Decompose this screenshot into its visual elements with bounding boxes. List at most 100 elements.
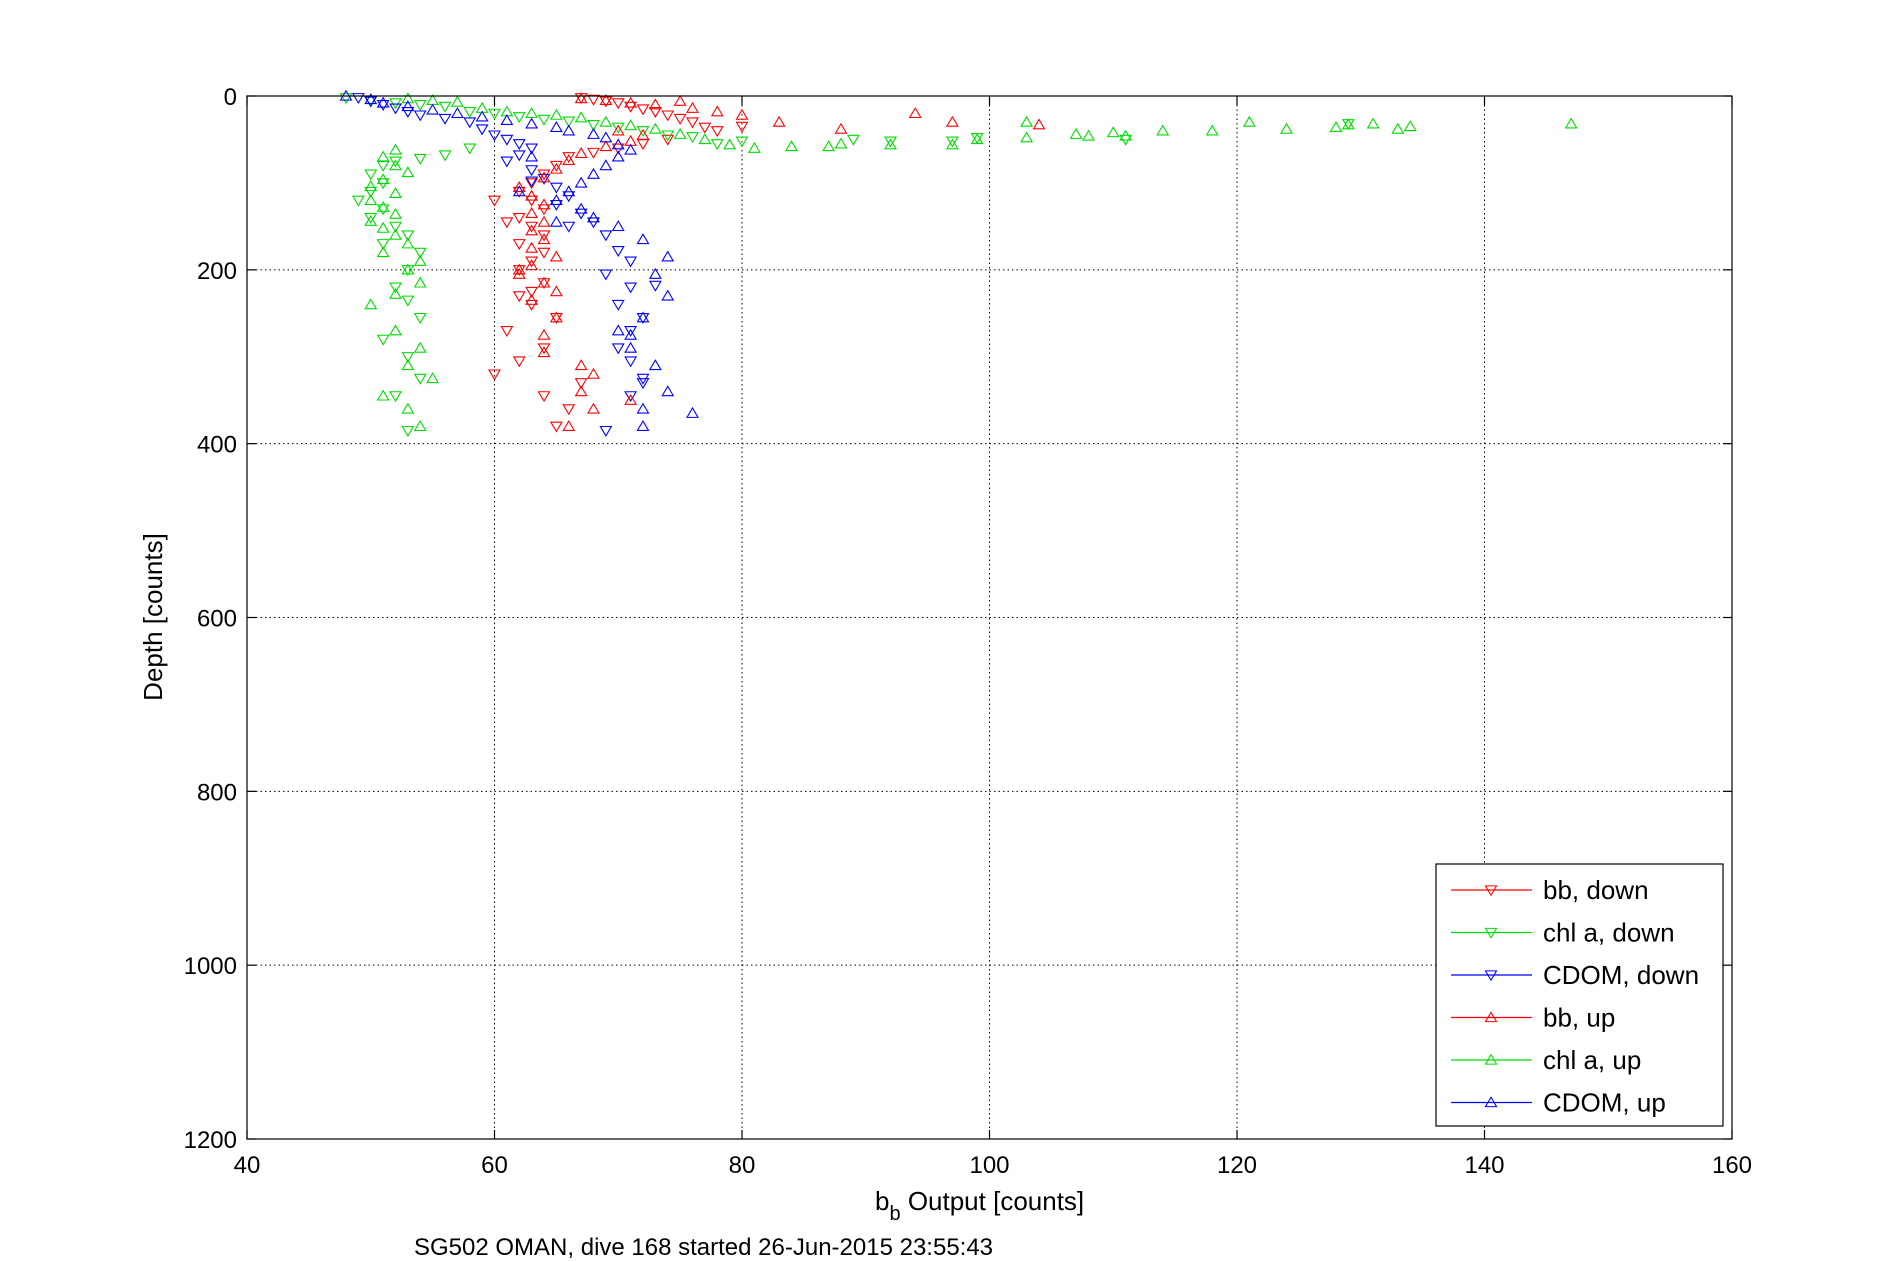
point-chl-a-up xyxy=(822,140,836,152)
x-axis-label: bb Output [counts] xyxy=(875,1186,1084,1225)
legend-box xyxy=(1435,863,1724,1127)
point-bb-up xyxy=(624,96,638,108)
point-chl-a-up xyxy=(723,138,737,150)
point-chl-a-down xyxy=(884,136,897,148)
x-tick-label: 160 xyxy=(1712,1152,1752,1179)
legend-label-bb-up: bb, up xyxy=(1543,1003,1615,1033)
point-chl-a-up xyxy=(549,108,563,120)
y-tick-label: 1000 xyxy=(184,953,237,980)
point-cdom-down xyxy=(624,391,638,403)
point-bb-up xyxy=(834,122,848,134)
point-chl-a-down xyxy=(413,153,427,165)
point-chl-a-up xyxy=(389,207,402,219)
point-cdom-down xyxy=(624,282,638,294)
point-chl-a-down xyxy=(413,247,427,259)
point-chl-a-down xyxy=(413,373,427,385)
point-chl-a-up xyxy=(1280,122,1293,134)
point-bb-down xyxy=(735,121,749,133)
point-cdom-down xyxy=(624,326,638,337)
point-chl-a-down xyxy=(389,282,402,294)
point-bb-down xyxy=(673,113,687,125)
point-bb-up xyxy=(673,94,687,106)
point-bb-down xyxy=(488,195,501,207)
point-bb-up xyxy=(1032,118,1046,130)
point-bb-down xyxy=(512,213,526,224)
point-chl-a-up xyxy=(673,127,687,139)
point-chl-a-down xyxy=(587,120,600,131)
point-chl-a-down xyxy=(463,106,477,118)
point-chl-a-up xyxy=(450,95,464,107)
point-chl-a-up xyxy=(945,138,959,150)
point-chl-a-down xyxy=(401,265,415,277)
point-chl-a-up xyxy=(970,133,984,145)
point-chl-a-up xyxy=(413,419,427,431)
point-bb-down xyxy=(512,291,526,303)
point-chl-a-up xyxy=(389,187,402,199)
point-bb-down xyxy=(549,160,563,172)
point-chl-a-up xyxy=(1082,129,1095,141)
point-cdom-down xyxy=(537,173,551,185)
point-bb-down xyxy=(562,152,576,164)
point-cdom-down xyxy=(624,356,638,368)
point-cdom-down xyxy=(648,280,662,292)
point-bb-up xyxy=(537,198,551,210)
point-cdom-down xyxy=(500,156,514,168)
point-cdom-up xyxy=(512,185,526,197)
point-bb-up xyxy=(599,140,613,152)
point-cdom-up xyxy=(587,127,600,139)
point-cdom-down xyxy=(376,100,390,112)
point-chl-a-up xyxy=(376,200,390,212)
point-chl-a-down xyxy=(611,122,625,134)
point-chl-a-down xyxy=(488,108,501,120)
point-bb-down xyxy=(661,110,675,122)
point-chl-a-down xyxy=(636,126,650,138)
legend-label-chl-a-down: chl a, down xyxy=(1543,918,1675,948)
point-bb-down xyxy=(537,343,551,355)
point-chl-a-up xyxy=(1020,115,1034,127)
x-tick-labels: 40 60 80 100 120 140 160 xyxy=(234,1152,1752,1179)
point-cdom-up xyxy=(686,406,699,418)
point-cdom-up xyxy=(525,150,539,162)
point-chl-a-up xyxy=(1366,117,1380,129)
legend-label-chl-a-up: chl a, up xyxy=(1543,1045,1641,1075)
legend-marker-cdom-down xyxy=(1484,970,1498,982)
x-tick-label: 60 xyxy=(481,1152,508,1179)
point-cdom-up xyxy=(648,359,662,371)
point-cdom-down xyxy=(599,269,613,281)
point-cdom-up xyxy=(587,167,600,179)
point-chl-a-up xyxy=(364,193,378,205)
point-cdom-down xyxy=(463,117,477,129)
point-chl-a-up xyxy=(401,166,415,178)
point-cdom-up xyxy=(611,150,625,162)
point-cdom-up xyxy=(562,185,576,197)
y-tick-label: 600 xyxy=(197,606,237,633)
point-bb-up xyxy=(574,92,588,104)
point-bb-down xyxy=(537,278,551,290)
point-bb-up xyxy=(537,233,551,245)
point-chl-a-up xyxy=(1329,120,1343,132)
point-bb-down xyxy=(611,98,625,110)
x-tick-label: 100 xyxy=(969,1152,1009,1179)
point-bb-up xyxy=(735,108,749,120)
point-chl-a-up xyxy=(1205,124,1219,136)
point-chl-a-up xyxy=(364,214,378,226)
point-bb-down xyxy=(661,134,675,146)
point-cdom-up xyxy=(574,202,588,214)
point-bb-down xyxy=(525,299,539,311)
point-cdom-up xyxy=(364,93,378,105)
point-bb-up xyxy=(574,385,588,397)
point-bb-down xyxy=(549,312,563,324)
point-bb-up xyxy=(574,359,588,371)
point-cdom-up xyxy=(599,131,613,143)
point-bb-up xyxy=(574,147,588,159)
point-chl-a-down xyxy=(376,239,390,251)
point-cdom-down xyxy=(624,256,638,268)
point-cdom-down xyxy=(562,191,576,203)
point-bb-down xyxy=(537,230,551,242)
point-chl-a-down xyxy=(339,93,353,105)
point-chl-a-up xyxy=(884,138,897,150)
point-cdom-up xyxy=(661,385,675,397)
point-chl-a-down xyxy=(401,425,415,437)
point-cdom-down xyxy=(512,139,526,151)
point-chl-a-up xyxy=(376,246,390,258)
